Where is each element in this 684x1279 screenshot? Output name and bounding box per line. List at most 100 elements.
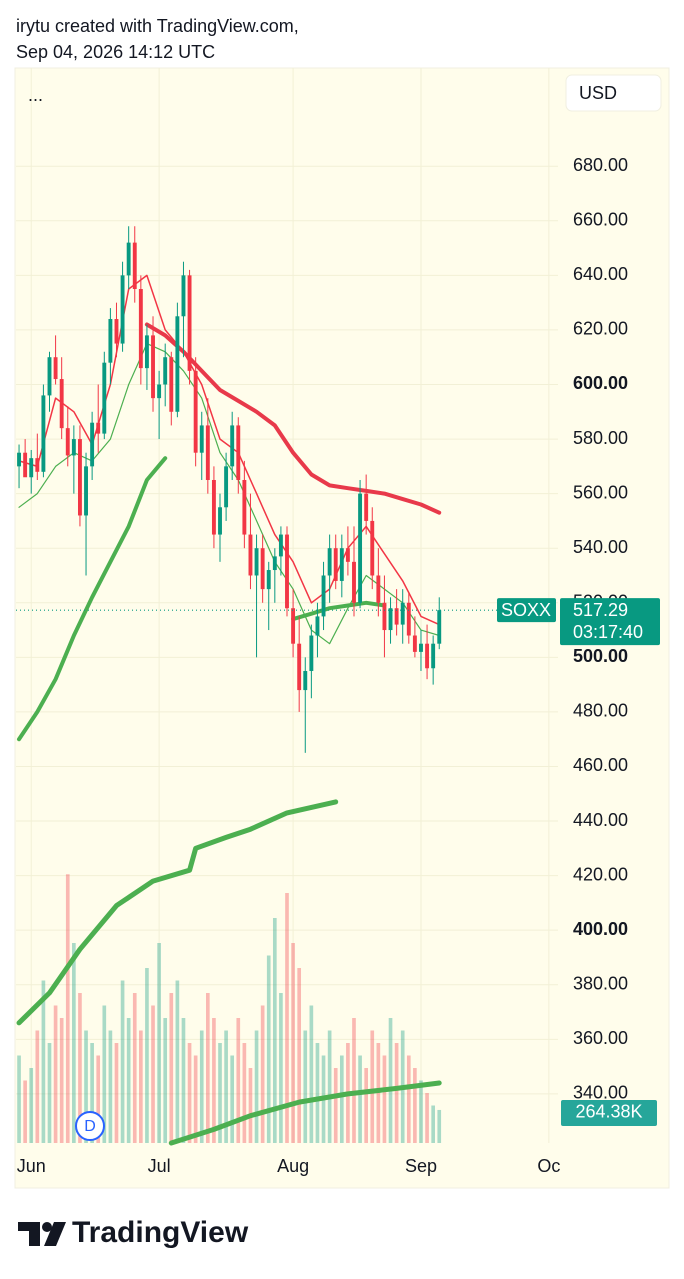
volume-bar [151,1005,155,1143]
volume-bar [157,943,161,1143]
volume-bar [413,1068,417,1143]
candle-body [364,493,369,521]
candle-body [260,548,265,590]
volume-bar [254,1030,259,1143]
currency[interactable]: USD [579,83,617,103]
candle-body [193,370,198,453]
volume-bar [169,993,174,1143]
volume-bar [370,1030,375,1143]
chart-layer: 340.00 360.00 380.00 400.00 420.00 440.00 460.… [16,68,660,1176]
candle-body [431,643,436,669]
y-tick-label: 580.00 [573,428,628,448]
symbol-box [497,598,556,623]
volume-bar [303,1030,308,1143]
line [168,1080,442,1146]
y-tick-label: 340.00 [573,1083,628,1103]
candle-body [376,575,381,603]
candle-body [370,520,375,576]
candle-body [84,466,88,516]
volume-bar [163,1018,168,1143]
volume-bar [181,1018,186,1143]
candle-body [248,534,253,576]
candle-body [41,395,46,472]
volume-bar [272,918,277,1143]
volume-bar [291,943,295,1143]
candle-body [108,319,113,363]
volume-bar [333,1068,338,1143]
volume-bar [297,968,302,1143]
volume-bar [248,1068,253,1143]
badge[interactable] [75,1111,105,1141]
volume-bar [309,1005,314,1143]
y-tick-label: 480.00 [573,701,628,721]
currency-box[interactable] [565,74,662,112]
volume-bar [120,980,125,1143]
candle-body [175,316,180,412]
volume-bar [230,1055,235,1143]
x-tick-label: Aug [277,1156,309,1176]
volume-bar [47,1043,52,1143]
volume-bar [132,993,137,1143]
candle-body [71,439,76,456]
countdown-label: 03:17:40 [573,622,643,642]
volume-bar [65,874,70,1143]
candle-body [157,384,162,399]
candle-body [77,439,82,516]
volume-bar [90,1043,94,1143]
candle-body [327,548,332,576]
y-tick-label: 400.00 [573,919,628,939]
x-tick-label: Jul [148,1156,171,1176]
candle-body [138,289,143,369]
logo-part [29,1222,40,1246]
candle-body [437,610,442,644]
volume-bar [327,1030,332,1143]
line [17,456,168,742]
candle-body [23,452,28,478]
y-tick-label: 420.00 [573,864,628,884]
candle-body [309,635,314,671]
volume-bar [23,1080,27,1143]
candle-body [345,548,350,562]
candle-body [218,507,222,535]
candle-body [120,275,125,344]
candle-body [382,602,387,631]
candle-body [321,575,326,617]
logo-part [44,1222,66,1246]
candle-body [266,570,271,590]
candle-body [132,242,137,290]
volume-bar [315,1043,320,1143]
symbol-label: SOXX [501,600,551,620]
candle-body [242,479,247,535]
y-tick-label: 540.00 [573,537,628,557]
volume-bar [78,993,82,1143]
badge-label[interactable]: D [84,1118,96,1135]
candle-body [236,425,241,480]
candle-body [230,425,235,467]
menu[interactable]: ... [28,85,43,105]
volume-bar [145,968,149,1143]
candle-body [285,534,289,609]
candle-body [187,275,192,371]
volume-bar [72,943,76,1143]
volume-bar [382,1055,387,1143]
volume-bar [339,1055,344,1143]
volume-bar [266,955,271,1143]
y-tick-label: 440.00 [573,810,628,830]
line [18,274,440,626]
volume-box [561,1099,657,1126]
volume-bar [236,1018,241,1143]
volume-bar [175,980,180,1143]
candle-body [163,357,168,385]
candle-body [388,608,393,631]
y-tick-label: 640.00 [573,264,628,284]
y-tick-label: 360.00 [573,1028,628,1048]
candle-body [151,335,155,399]
candle-body [29,458,34,478]
candle-body [144,335,149,369]
volume-bar [224,1030,228,1143]
y-tick-label: 660.00 [573,210,628,230]
volume-bar [388,1018,393,1143]
volume-bar [96,1055,101,1143]
